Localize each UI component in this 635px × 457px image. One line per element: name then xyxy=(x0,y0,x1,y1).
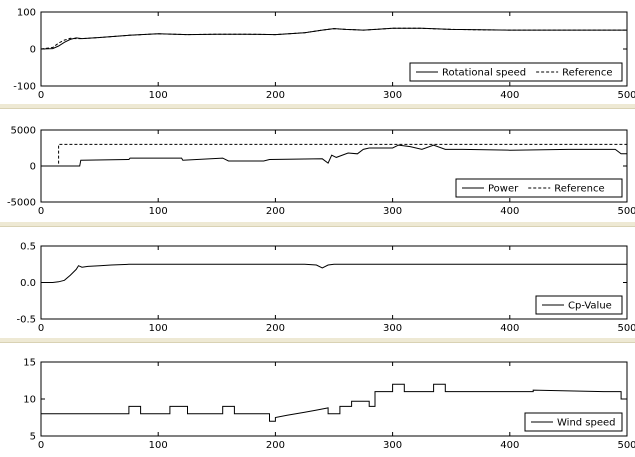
plot-area-3 xyxy=(40,245,628,320)
y-tick-label: -100 xyxy=(13,82,36,93)
y-tick-label: 0.5 xyxy=(20,242,36,253)
series-line-wind-speed xyxy=(41,383,627,422)
x-tick-label: 200 xyxy=(266,323,285,334)
y-tick-label: 0 xyxy=(30,162,36,173)
y-tick-label: 5 xyxy=(30,432,36,443)
x-tick-label: 400 xyxy=(500,323,519,334)
panel-separator xyxy=(0,104,635,109)
x-tick-label: 0 xyxy=(38,440,44,451)
panel-separator xyxy=(0,338,635,343)
y-tick-label: 10 xyxy=(23,395,36,406)
legend-box xyxy=(409,62,623,82)
x-tick-label: 100 xyxy=(149,323,168,334)
x-tick-label: 0 xyxy=(38,323,44,334)
x-tick-label: 400 xyxy=(500,440,519,451)
legend-label: Power xyxy=(488,184,519,195)
series-line-reference xyxy=(40,27,627,50)
x-tick-label: 500 xyxy=(617,90,635,101)
y-tick-label: 0 xyxy=(30,45,36,56)
y-tick-label: 0.0 xyxy=(20,278,36,289)
x-tick-label: 500 xyxy=(617,440,635,451)
legend-label: Rotational speed xyxy=(442,68,526,79)
x-tick-label: 0 xyxy=(38,90,44,101)
x-tick-label: 100 xyxy=(149,206,168,217)
y-tick-label: 100 xyxy=(17,8,36,19)
legend-label: Wind speed xyxy=(557,418,616,429)
y-tick-label: -5000 xyxy=(7,198,36,209)
x-tick-label: 200 xyxy=(266,440,285,451)
x-tick-label: 100 xyxy=(149,440,168,451)
panel-separator xyxy=(0,222,635,227)
x-tick-label: 500 xyxy=(617,206,635,217)
x-tick-label: 300 xyxy=(383,206,402,217)
legend-box xyxy=(535,295,623,315)
x-tick-label: 100 xyxy=(149,90,168,101)
x-tick-label: 300 xyxy=(383,323,402,334)
y-tick-label: 15 xyxy=(23,358,36,369)
x-tick-label: 0 xyxy=(38,206,44,217)
y-tick-label: 5000 xyxy=(11,126,36,137)
series-line-power xyxy=(41,144,627,167)
y-tick-label: -0.5 xyxy=(16,315,36,326)
x-tick-label: 400 xyxy=(500,90,519,101)
x-tick-label: 400 xyxy=(500,206,519,217)
legend-label: Reference xyxy=(562,68,612,79)
legend-label: Cp-Value xyxy=(568,301,612,312)
series-line-cp-value xyxy=(41,263,627,283)
x-tick-label: 300 xyxy=(383,90,402,101)
x-tick-label: 300 xyxy=(383,440,402,451)
legend-label: Reference xyxy=(554,184,604,195)
x-tick-label: 200 xyxy=(266,206,285,217)
x-tick-label: 200 xyxy=(266,90,285,101)
x-tick-label: 500 xyxy=(617,323,635,334)
legend-box xyxy=(524,412,623,432)
